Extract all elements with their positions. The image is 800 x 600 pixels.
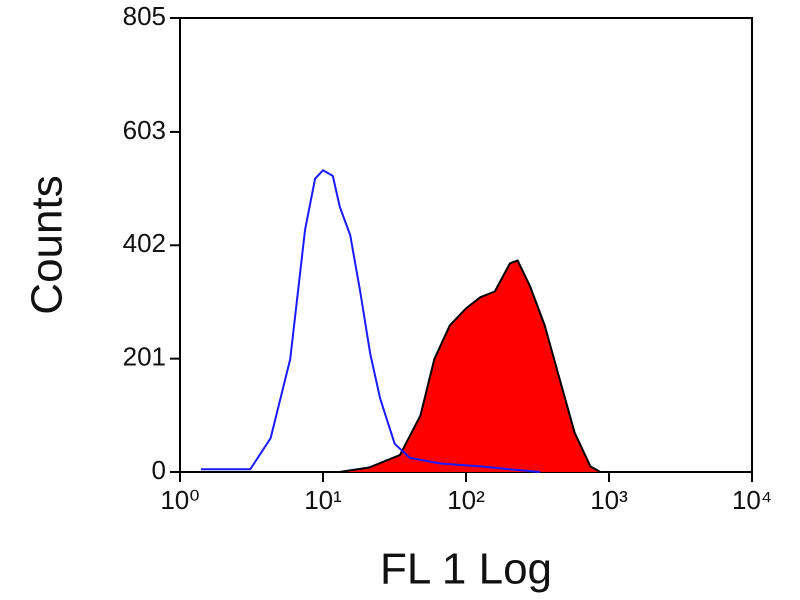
histogram-line <box>200 169 541 473</box>
x-tick-label: 10⁴ <box>732 485 772 515</box>
x-tick-label: 10¹ <box>304 485 342 515</box>
y-tick-label: 0 <box>152 455 166 485</box>
x-axis-title: FL 1 Log <box>380 545 552 594</box>
y-tick-label: 805 <box>123 1 166 31</box>
x-tick-label: 10⁰ <box>160 485 199 515</box>
x-tick-label: 10² <box>447 485 485 515</box>
y-tick-label: 603 <box>123 115 166 145</box>
x-tick-label: 10³ <box>590 485 628 515</box>
y-tick-label: 201 <box>123 342 166 372</box>
y-axis-title: Counts <box>23 175 72 314</box>
y-tick-label: 402 <box>123 228 166 258</box>
histogram-area <box>339 259 601 473</box>
